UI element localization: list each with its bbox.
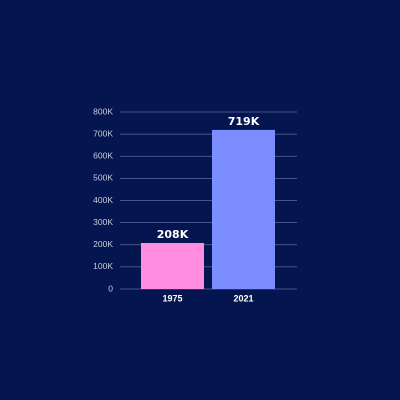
y-tick-label: 800K: [93, 106, 113, 116]
x-tick-label: 1975: [162, 293, 182, 303]
y-tick-label: 200K: [93, 239, 113, 249]
y-tick-label: 500K: [93, 173, 113, 183]
y-tick-label: 700K: [93, 128, 113, 138]
value-label: 719K: [228, 115, 260, 128]
y-tick-label: 400K: [93, 195, 113, 205]
y-tick-label: 300K: [93, 217, 113, 227]
x-tick-label: 2021: [233, 293, 253, 303]
y-tick-label: 600K: [93, 151, 113, 161]
bar: [212, 129, 275, 289]
bar: [141, 242, 204, 289]
value-label: 208K: [157, 228, 189, 241]
y-tick-label: 100K: [93, 261, 113, 271]
y-tick-label: 0: [108, 283, 113, 293]
